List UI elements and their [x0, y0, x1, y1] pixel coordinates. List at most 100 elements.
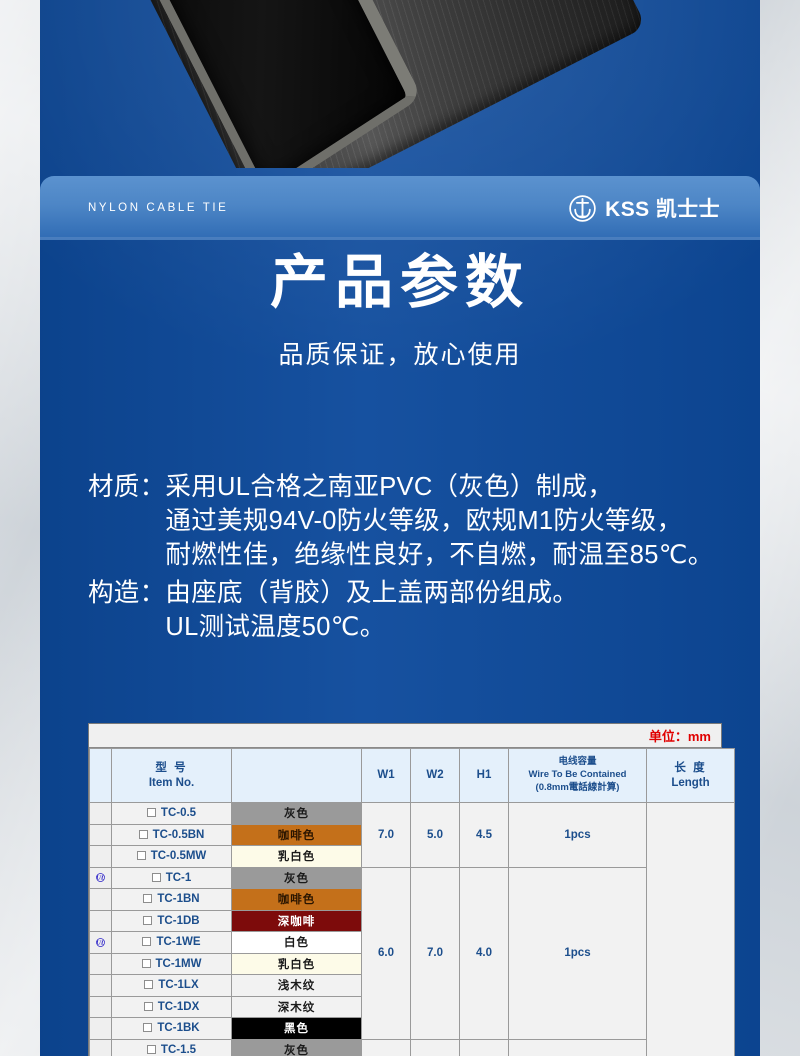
- row-checkbox[interactable]: [144, 980, 154, 990]
- item-no-label: TC-1.5: [160, 1043, 197, 1056]
- spec-table-body: TC-0.5 灰色 7.0 5.0 4.5 1pcs TC-0.5BN 咖啡色 TC-0.5MW…: [89, 802, 735, 1056]
- ul-cell: [89, 1038, 112, 1056]
- table-row[interactable]: TC-1MW 乳白色: [89, 952, 735, 975]
- item-no-label: TC-1DB: [157, 914, 200, 927]
- cable-duct-render: [118, 0, 647, 168]
- color-swatch-cell: 咖啡色: [231, 823, 362, 846]
- w2-cell: 7.0: [410, 866, 460, 1040]
- unit-note: 单位：mm: [89, 724, 721, 748]
- table-row[interactable]: UL TC-1 灰色 6.0 7.0 4.0 1pcs: [89, 866, 735, 1040]
- ul-cell: [89, 888, 112, 911]
- header-wire-cn: 电线容量: [558, 756, 597, 768]
- ul-listed-icon: UL: [96, 937, 105, 947]
- header-item-no-en: Item No.: [148, 776, 195, 789]
- wire-capacity-cell: [508, 1038, 647, 1056]
- color-swatch-cell: 浅木纹: [231, 974, 362, 997]
- item-no-label: TC-1LX: [158, 979, 199, 992]
- kss-anchor-logo-icon: [569, 194, 596, 222]
- brand-banner: NYLON CABLE TIE KSS 凯士士: [40, 176, 760, 240]
- item-no-cell[interactable]: TC-0.5: [111, 802, 232, 825]
- item-no-label: TC-0.5BN: [152, 828, 205, 841]
- table-row[interactable]: TC-1DX 深木纹: [89, 995, 735, 1018]
- row-checkbox[interactable]: [141, 958, 151, 968]
- banner-label: NYLON CABLE TIE: [88, 202, 229, 214]
- header-item-no: 型 号 Item No.: [111, 748, 232, 803]
- h1-cell: [459, 1038, 509, 1056]
- item-no-label: TC-1BN: [157, 893, 200, 906]
- item-no-cell[interactable]: TC-0.5BN: [111, 823, 232, 846]
- spec-table-head: 型 号 Item No. W1 W2 H1 电线容量 Wire To Be Co…: [89, 748, 735, 803]
- row-checkbox[interactable]: [142, 937, 152, 947]
- color-swatch-cell: 乳白色: [231, 952, 362, 975]
- item-no-cell[interactable]: TC-1LX: [111, 974, 232, 997]
- item-no-cell[interactable]: TC-1BK: [111, 1017, 232, 1040]
- length-cell: [646, 802, 735, 1056]
- item-no-cell[interactable]: TC-1WE: [111, 931, 232, 954]
- table-row[interactable]: TC-1.5 灰色: [89, 1038, 735, 1056]
- item-no-cell[interactable]: TC-0.5MW: [111, 845, 232, 868]
- row-checkbox[interactable]: [146, 808, 156, 818]
- ul-cell: UL: [89, 866, 112, 889]
- item-no-label: TC-0.5MW: [150, 850, 207, 863]
- header-wire-en: Wire To Be Contained: [528, 769, 627, 781]
- spec-lines: 采用UL合格之南亚PVC（灰色）制成， 通过美规94V-0防火等级，欧规M1防火…: [165, 470, 738, 572]
- h1-cell: 4.5: [459, 802, 509, 868]
- svg-text:UL: UL: [96, 875, 105, 882]
- table-row[interactable]: UL TC-1WE 白色: [89, 931, 735, 954]
- row-checkbox[interactable]: [138, 829, 148, 839]
- ul-cell: [89, 845, 112, 868]
- row-checkbox[interactable]: [136, 851, 146, 861]
- brand-lockup: KSS 凯士士: [569, 193, 720, 223]
- w1-cell: [361, 1038, 411, 1056]
- svg-text:UL: UL: [96, 939, 105, 946]
- table-row[interactable]: TC-0.5 灰色 7.0 5.0 4.5 1pcs: [89, 802, 735, 1056]
- spec-line: 由座底（背胶）及上盖两部份组成。: [165, 579, 579, 607]
- table-row[interactable]: TC-1BK 黑色: [89, 1017, 735, 1040]
- w1-cell: 6.0: [361, 866, 411, 1040]
- row-checkbox[interactable]: [143, 894, 153, 904]
- row-checkbox[interactable]: [143, 915, 153, 925]
- h1-cell: 4.0: [459, 866, 509, 1040]
- ul-cell: [89, 974, 112, 997]
- item-no-cell[interactable]: TC-1DB: [111, 909, 232, 932]
- ul-cell: UL: [89, 931, 112, 954]
- table-header-row: 型 号 Item No. W1 W2 H1 电线容量 Wire To Be Co…: [89, 748, 735, 803]
- spec-line: UL测试温度50℃。: [165, 613, 386, 641]
- ul-cell: [89, 1017, 112, 1040]
- row-checkbox[interactable]: [143, 1001, 153, 1011]
- wire-capacity-cell: 1pcs: [508, 802, 647, 868]
- spec-line: 通过美规94V-0防火等级，欧规M1防火等级，: [165, 507, 683, 535]
- spec-block: 材质： 采用UL合格之南亚PVC（灰色）制成， 通过美规94V-0防火等级，欧规…: [88, 470, 738, 572]
- hero-product-image: [40, 0, 760, 168]
- item-no-label: TC-1: [165, 871, 192, 884]
- color-swatch-cell: 乳白色: [231, 845, 362, 868]
- item-no-cell[interactable]: TC-1DX: [111, 995, 232, 1018]
- row-checkbox[interactable]: [146, 1044, 156, 1054]
- item-no-cell[interactable]: TC-1MW: [111, 952, 232, 975]
- spec-description: 材质： 采用UL合格之南亚PVC（灰色）制成， 通过美规94V-0防火等级，欧规…: [88, 470, 738, 644]
- color-swatch-cell: 灰色: [231, 1038, 362, 1056]
- header-length-cn: 长 度: [674, 761, 707, 774]
- table-row[interactable]: TC-0.5BN 咖啡色: [89, 823, 735, 846]
- item-no-cell[interactable]: TC-1BN: [111, 888, 232, 911]
- table-row[interactable]: TC-0.5MW 乳白色: [89, 845, 735, 868]
- item-no-label: TC-0.5: [160, 807, 197, 820]
- ul-cell: [89, 802, 112, 825]
- page-subtitle: 品质保证，放心使用: [278, 340, 522, 369]
- color-swatch-cell: 深咖啡: [231, 909, 362, 932]
- ul-cell: [89, 909, 112, 932]
- spec-block: 构造： 由座底（背胶）及上盖两部份组成。 UL测试温度50℃。: [88, 576, 738, 644]
- item-no-cell[interactable]: TC-1: [111, 866, 232, 889]
- item-no-label: TC-1DX: [157, 1000, 200, 1013]
- item-no-cell[interactable]: TC-1.5: [111, 1038, 232, 1056]
- spec-line: 采用UL合格之南亚PVC（灰色）制成，: [165, 473, 614, 501]
- color-swatch-cell: 深木纹: [231, 995, 362, 1018]
- spec-line: 耐燃性佳，绝缘性良好，不自燃，耐温至85℃。: [165, 541, 714, 569]
- row-checkbox[interactable]: [151, 872, 161, 882]
- wire-capacity-cell: 1pcs: [508, 866, 647, 1040]
- item-no-label: TC-1MW: [155, 957, 202, 970]
- row-checkbox[interactable]: [143, 1023, 153, 1033]
- w1-cell: 7.0: [361, 802, 411, 868]
- spec-table-container: 单位：mm 型 号 Item No. W1 W2 H1 电线容量 Wire To…: [88, 723, 735, 1056]
- item-no-label: TC-1WE: [156, 936, 201, 949]
